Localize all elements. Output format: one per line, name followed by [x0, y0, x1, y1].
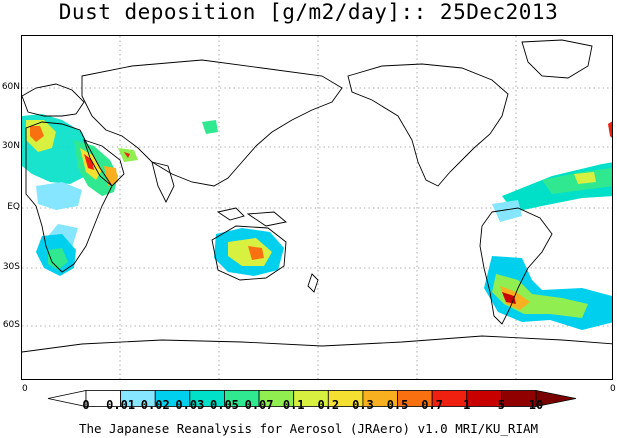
colorbar: [47, 390, 577, 407]
map-title: Dust deposition [g/m2/day]:: 25Dec2013: [58, 0, 559, 24]
lat-label-30n: 30N: [1, 141, 20, 151]
colorbar-tick-label: 0.07: [244, 398, 274, 412]
dust-deposition-field: [22, 114, 612, 330]
lat-label-60n: 60N: [1, 82, 20, 92]
colorbar-tick-label: 5: [497, 398, 505, 412]
colorbar-tick-label: 0.03: [175, 398, 205, 412]
map-canvas: [22, 36, 612, 379]
lat-label-eq: EQ: [7, 202, 20, 212]
colorbar-tick-label: 0: [82, 398, 90, 412]
colorbar-swatch: [500, 390, 537, 407]
colorbar-tick-label: 0.02: [140, 398, 170, 412]
colorbar-low-arrow: [47, 390, 87, 407]
colorbar-tick-label: 10: [528, 398, 544, 412]
lat-label-60s: 60S: [2, 320, 20, 330]
colorbar-tick-label: 0.05: [210, 398, 239, 412]
coastlines: [22, 39, 612, 353]
world-map: [21, 35, 613, 380]
colorbar-tick-label: 1: [463, 398, 471, 412]
colorbar-tick-label: 0.3: [352, 398, 374, 412]
colorbar-tick-label: 0.2: [317, 398, 340, 412]
colorbar-left-label: 0: [22, 384, 28, 394]
colorbar-tick-label: 0.01: [106, 398, 136, 412]
credit-line: The Japanese Reanalysis for Aerosol (JRA…: [78, 421, 539, 436]
colorbar-tick-label: 0.1: [282, 398, 305, 412]
lat-label-30s: 30S: [2, 262, 20, 272]
colorbar-right-label: 0: [610, 384, 616, 394]
colorbar-tick-label: 0.7: [421, 398, 443, 412]
colorbar-swatch: [466, 390, 502, 407]
colorbar-tick-label: 0.5: [386, 398, 409, 412]
